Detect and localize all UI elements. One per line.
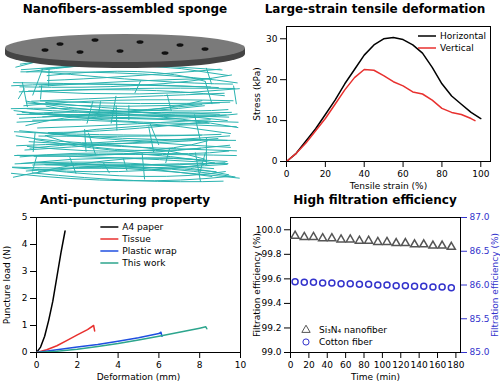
html-text:Horizontal: Horizontal bbox=[440, 31, 486, 41]
html-text:High filtration efficiency: High filtration efficiency bbox=[293, 193, 457, 207]
svg-text:0: 0 bbox=[284, 169, 290, 179]
svg-text:Stress (kPa): Stress (kPa) bbox=[252, 67, 262, 120]
svg-text:40: 40 bbox=[322, 360, 334, 370]
svg-text:140: 140 bbox=[411, 360, 428, 370]
svg-text:0: 0 bbox=[22, 347, 28, 357]
svg-text:85.5: 85.5 bbox=[470, 314, 490, 324]
svg-text:Tensile strain (%): Tensile strain (%) bbox=[349, 181, 427, 191]
svg-text:5: 5 bbox=[22, 212, 28, 222]
svg-text:20: 20 bbox=[266, 75, 278, 85]
svg-text:40: 40 bbox=[358, 169, 370, 179]
svg-text:20: 20 bbox=[320, 169, 332, 179]
svg-text:180: 180 bbox=[447, 360, 464, 370]
svg-text:120: 120 bbox=[392, 360, 409, 370]
html-text:Cotton fiber: Cotton fiber bbox=[319, 337, 373, 347]
svg-text:20: 20 bbox=[303, 360, 315, 370]
svg-text:10: 10 bbox=[235, 360, 247, 370]
svg-text:8: 8 bbox=[197, 360, 203, 370]
html-text:Large-strain tensile deformati: Large-strain tensile deformation bbox=[264, 2, 486, 16]
svg-text:99.4: 99.4 bbox=[261, 298, 281, 308]
svg-text:60: 60 bbox=[340, 360, 352, 370]
svg-text:0: 0 bbox=[272, 156, 278, 166]
svg-text:Filtration efficiency (%): Filtration efficiency (%) bbox=[252, 233, 262, 337]
svg-text:160: 160 bbox=[429, 360, 446, 370]
html-text:Si₃N₄ nanofiber: Si₃N₄ nanofiber bbox=[319, 325, 388, 335]
svg-text:99.8: 99.8 bbox=[261, 249, 281, 259]
svg-text:30: 30 bbox=[266, 34, 278, 44]
svg-text:99.2: 99.2 bbox=[261, 323, 281, 333]
svg-text:100.0: 100.0 bbox=[255, 224, 282, 235]
svg-text:10: 10 bbox=[266, 115, 278, 125]
svg-text:99.0: 99.0 bbox=[261, 347, 281, 357]
svg-text:1: 1 bbox=[22, 320, 28, 330]
svg-text:100: 100 bbox=[374, 360, 391, 370]
html-text:A4 paper: A4 paper bbox=[122, 222, 164, 232]
svg-text:100: 100 bbox=[472, 169, 489, 179]
svg-text:Deformation (mm): Deformation (mm) bbox=[97, 372, 181, 382]
svg-text:0: 0 bbox=[288, 360, 294, 370]
html-text:Nanofibers-assembled sponge: Nanofibers-assembled sponge bbox=[22, 2, 228, 16]
svg-text:Time (min): Time (min) bbox=[350, 372, 400, 382]
svg-text:60: 60 bbox=[397, 169, 409, 179]
html-text:Anti-puncturing property: Anti-puncturing property bbox=[40, 193, 210, 207]
svg-text:2: 2 bbox=[22, 293, 28, 303]
svg-text:0: 0 bbox=[34, 360, 40, 370]
html-text:Plastic wrap: Plastic wrap bbox=[122, 246, 177, 256]
svg-text:99.6: 99.6 bbox=[261, 274, 281, 284]
svg-text:Puncture load (N): Puncture load (N) bbox=[2, 246, 12, 325]
svg-text:4: 4 bbox=[115, 360, 121, 370]
html-text:Vertical: Vertical bbox=[440, 43, 474, 53]
svg-text:80: 80 bbox=[358, 360, 370, 370]
svg-text:3: 3 bbox=[22, 266, 28, 276]
html-text:This work: This work bbox=[122, 258, 166, 268]
svg-text:4: 4 bbox=[22, 239, 28, 249]
svg-text:80: 80 bbox=[436, 169, 448, 179]
html-text:Tissue: Tissue bbox=[122, 234, 151, 244]
svg-text:86.5: 86.5 bbox=[470, 246, 490, 256]
svg-text:2: 2 bbox=[74, 360, 80, 370]
svg-text:86.0: 86.0 bbox=[470, 280, 490, 290]
svg-text:87.0: 87.0 bbox=[470, 212, 490, 222]
svg-text:Filtration efficiency (%): Filtration efficiency (%) bbox=[490, 233, 500, 337]
svg-text:85.0: 85.0 bbox=[470, 347, 490, 357]
svg-text:6: 6 bbox=[156, 360, 162, 370]
